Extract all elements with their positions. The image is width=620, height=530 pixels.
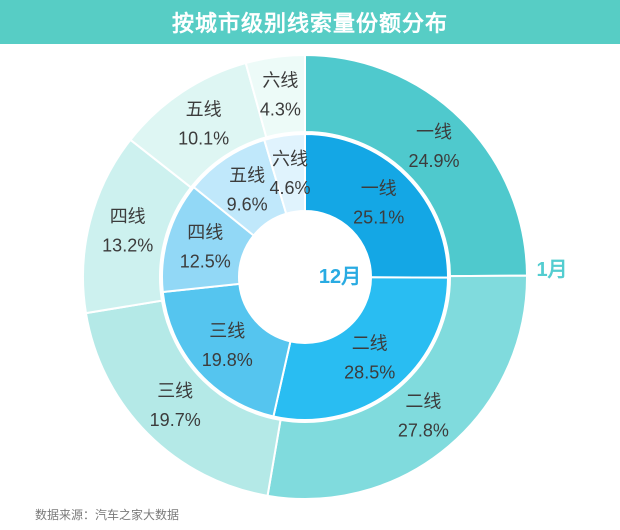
segment-label-name-outer-tier4: 四线 — [110, 207, 146, 227]
segment-label-value-inner-tier5: 9.6% — [227, 195, 268, 215]
donut-segment-inner-tier2[interactable] — [272, 276, 449, 421]
segment-label-name-outer-tier6: 六线 — [262, 71, 298, 91]
segment-label-name-outer-tier3: 三线 — [157, 381, 193, 401]
donut-segment-outer-tier1[interactable] — [304, 54, 528, 278]
segment-label-value-inner-tier2: 28.5% — [344, 362, 395, 382]
segment-label-value-outer-tier4: 13.2% — [102, 236, 153, 256]
donut-segment-inner-tier1[interactable] — [304, 133, 450, 279]
segment-label-name-inner-tier2: 二线 — [352, 333, 388, 353]
segment-label-value-outer-tier6: 4.3% — [260, 100, 301, 120]
segment-label-name-inner-tier6: 六线 — [272, 149, 308, 169]
segment-label-value-outer-tier3: 19.7% — [150, 410, 201, 430]
ring-label-inner: 12月 — [319, 266, 361, 288]
donut-segment-outer-tier6[interactable] — [244, 54, 306, 139]
segment-label-value-outer-tier1: 24.9% — [408, 151, 459, 171]
donut-segment-outer-tier3[interactable] — [84, 299, 282, 497]
ring-label-outer: 1月 — [536, 259, 567, 281]
title-banner: 按城市级别线索量份额分布 — [0, 0, 620, 44]
segment-label-value-inner-tier4: 12.5% — [180, 252, 231, 272]
segment-label-value-inner-tier1: 25.1% — [353, 208, 404, 228]
segment-label-value-outer-tier2: 27.8% — [398, 421, 449, 441]
segment-label-name-inner-tier5: 五线 — [229, 166, 265, 186]
segment-label-name-outer-tier5: 五线 — [186, 100, 222, 120]
data-source-note: 数据来源：汽车之家大数据 — [35, 508, 180, 522]
chart-title: 按城市级别线索量份额分布 — [171, 11, 448, 36]
segment-label-name-inner-tier3: 三线 — [209, 321, 245, 341]
segment-label-value-inner-tier6: 4.6% — [269, 178, 310, 198]
segment-label-name-inner-tier4: 四线 — [187, 223, 223, 243]
segment-label-value-inner-tier3: 19.8% — [202, 350, 253, 370]
segment-label-name-outer-tier2: 二线 — [405, 392, 441, 412]
donut-segment-inner-tier6[interactable] — [263, 133, 306, 215]
segment-label-name-inner-tier1: 一线 — [361, 179, 397, 199]
donut-segment-outer-tier2[interactable] — [266, 274, 529, 500]
segment-label-value-outer-tier5: 10.1% — [178, 129, 229, 149]
segment-label-name-outer-tier1: 一线 — [416, 122, 452, 142]
donut-segment-inner-tier3[interactable] — [161, 282, 292, 418]
